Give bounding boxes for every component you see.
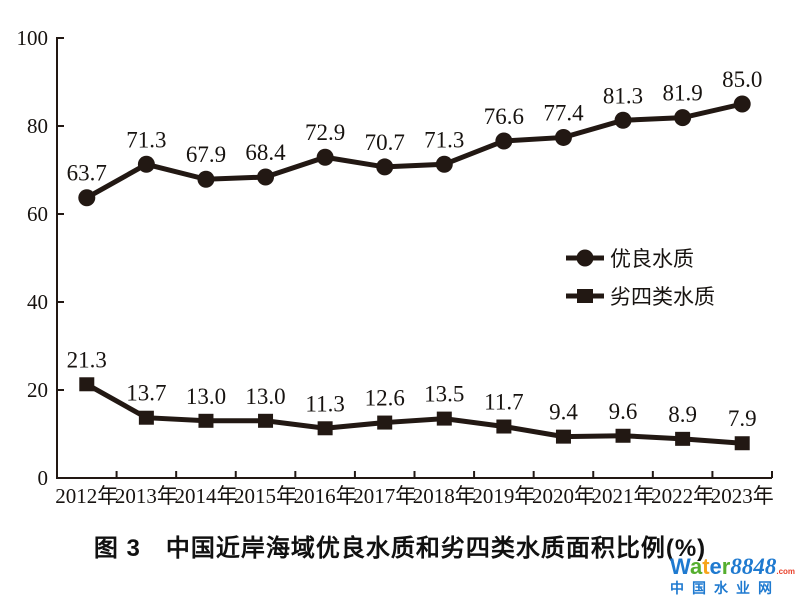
data-point-excellent-water [316,148,334,166]
x-tick-label: 2018年 [413,484,476,508]
data-point-inferior-class4-water [258,413,274,428]
y-tick-label: 40 [27,290,48,314]
legend-label: 劣四类水质 [610,285,715,309]
x-tick-label: 2021年 [592,484,655,508]
data-label-inferior-class4-water: 7.9 [728,406,757,431]
watermark-letter: a [689,554,703,579]
x-tick-label: 2014年 [174,484,237,508]
watermark-domain: .com [776,567,796,576]
data-point-inferior-class4-water [555,429,571,444]
data-point-excellent-water [554,128,572,146]
data-point-excellent-water [614,111,632,129]
data-point-excellent-water [435,155,453,173]
data-label-excellent-water: 81.9 [663,81,703,106]
data-label-excellent-water: 72.9 [305,120,345,145]
data-point-inferior-class4-water [436,411,452,426]
x-tick-label: 2020年 [532,484,595,508]
data-label-excellent-water: 70.7 [365,130,405,155]
data-point-inferior-class4-water [496,419,512,434]
data-point-inferior-class4-water [79,377,95,392]
watermark: Water8848.com 中国水业网 [670,554,796,596]
data-point-excellent-water [257,168,275,186]
y-tick-label: 0 [38,466,49,490]
data-label-excellent-water: 71.3 [126,127,166,152]
data-label-inferior-class4-water: 13.7 [126,381,166,406]
data-point-excellent-water [674,109,692,127]
data-label-excellent-water: 81.3 [603,83,643,108]
data-point-inferior-class4-water [198,413,214,428]
data-point-excellent-water [78,189,96,207]
legend-item: 优良水质 [566,247,694,271]
y-tick-label: 20 [27,378,48,402]
watermark-number: 8848 [730,554,777,579]
x-tick-label: 2023年 [711,484,774,508]
legend-circle-marker-icon [576,249,594,267]
data-point-excellent-water [197,170,215,188]
data-label-inferior-class4-water: 9.6 [609,399,638,424]
legend-label: 优良水质 [610,247,694,271]
data-label-inferior-class4-water: 8.9 [668,402,697,427]
figure-caption: 图 3 中国近岸海域优良水质和劣四类水质面积比例(%) [93,535,707,562]
watermark-brand-logo: Water8848.com [670,554,796,579]
data-point-inferior-class4-water [138,410,154,425]
series-line-excellent-water [85,101,743,200]
data-point-inferior-class4-water [615,428,631,443]
watermark-subtitle: 中国水业网 [670,580,780,596]
watermark-letter: e [709,554,722,579]
data-label-inferior-class4-water: 13.0 [186,384,226,409]
data-label-excellent-water: 67.9 [186,142,226,167]
x-tick-label: 2017年 [353,484,416,508]
x-tick-label: 2012年 [55,484,118,508]
data-label-inferior-class4-water: 11.7 [484,390,523,415]
y-tick-label: 60 [27,202,48,226]
data-point-inferior-class4-water [377,415,393,430]
y-tick-label: 100 [17,26,49,50]
watermark-letter: t [702,554,710,579]
watermark-letter: W [670,554,690,579]
data-point-excellent-water [376,158,394,176]
data-label-excellent-water: 77.4 [543,100,584,125]
data-point-inferior-class4-water [734,436,750,451]
data-label-inferior-class4-water: 12.6 [365,386,405,411]
y-tick-label: 80 [27,114,48,138]
data-label-excellent-water: 76.6 [484,104,524,129]
x-tick-label: 2019年 [472,484,535,508]
series-line-inferior-class4-water [85,382,743,446]
data-point-excellent-water [137,155,155,173]
data-label-excellent-water: 68.4 [245,140,286,165]
legend-item: 劣四类水质 [566,285,715,309]
data-label-inferior-class4-water: 21.3 [67,347,107,372]
data-label-excellent-water: 63.7 [67,161,107,186]
data-label-inferior-class4-water: 13.0 [245,384,285,409]
data-label-excellent-water: 85.0 [722,67,762,92]
x-tick-label: 2022年 [651,484,714,508]
water-quality-line-chart: 0204060801002012年2013年2014年2015年2016年201… [17,26,774,508]
data-point-inferior-class4-water [675,431,691,446]
data-label-inferior-class4-water: 11.3 [305,391,344,416]
legend-square-marker-icon [577,289,593,303]
x-tick-label: 2015年 [234,484,297,508]
data-label-inferior-class4-water: 13.5 [424,382,464,407]
x-tick-label: 2013年 [115,484,178,508]
data-point-inferior-class4-water [317,421,333,436]
data-point-excellent-water [495,132,513,150]
data-label-inferior-class4-water: 9.4 [549,400,578,425]
data-point-excellent-water [733,95,751,113]
data-label-excellent-water: 71.3 [424,127,464,152]
x-tick-label: 2016年 [294,484,357,508]
watermark-letter: r [721,554,731,579]
